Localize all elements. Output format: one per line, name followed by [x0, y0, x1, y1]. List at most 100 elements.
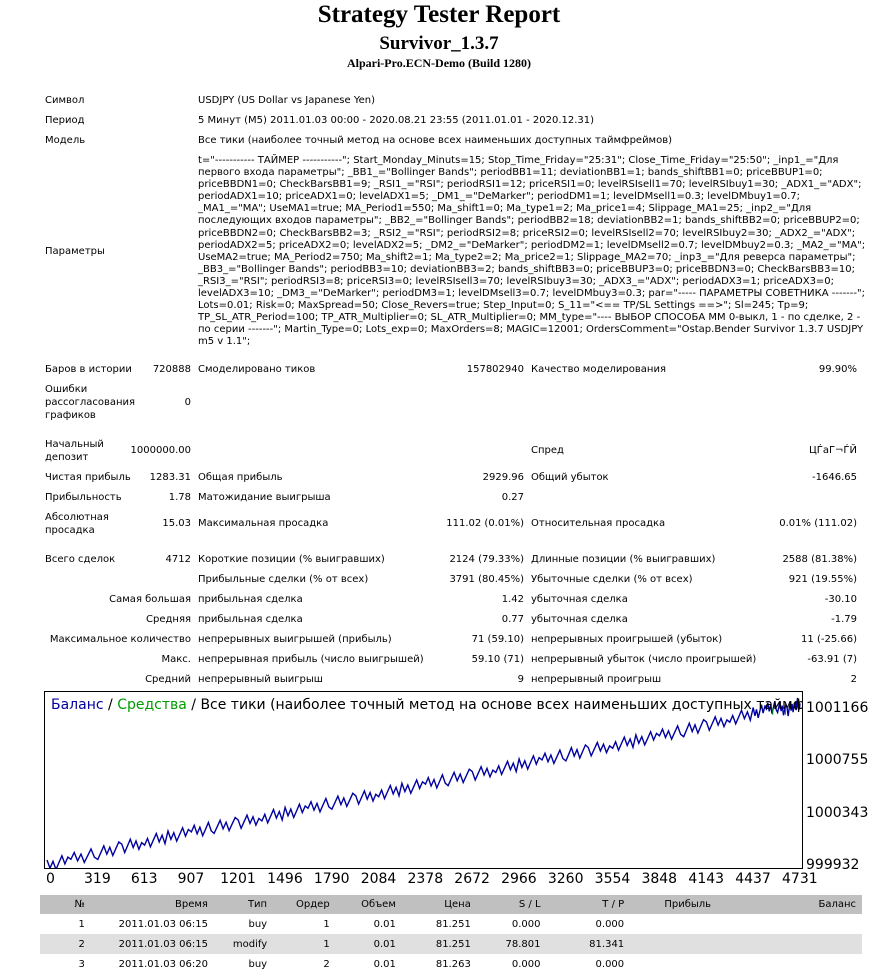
expert-name: Survivor_1.3.7: [379, 33, 499, 54]
table-cell: 0.000: [511, 958, 541, 970]
bars-label: Баров в истории: [45, 364, 132, 375]
table-cell: 0.000: [595, 918, 625, 930]
errors-label-1: Ошибки: [45, 384, 88, 395]
largest-label: Самая большая: [109, 594, 191, 605]
table-row: 2 2011.01.03 06:15 modify 1 0.01 81.251 78.801…: [40, 934, 862, 954]
x-tick-label: 4437: [735, 871, 771, 887]
expected-payoff-value: 0.27: [501, 492, 524, 503]
table-cell: 0.000: [511, 918, 541, 930]
legend-description: / Все тики (наиболее точный метод на осн…: [191, 697, 803, 713]
table-row: 3 2011.01.03 06:20 buy 2 0.01 81.263 0.000 0.00…: [40, 954, 862, 974]
column-header: Тип: [213, 895, 274, 914]
max-cons-loss-label: непрерывный убыток (число проигрышей): [531, 654, 757, 665]
ticks-label: Смоделировано тиков: [198, 364, 316, 375]
x-tick-label: 3848: [641, 871, 678, 887]
column-header: Баланс: [717, 895, 862, 914]
deposit-label-1: Начальный: [45, 439, 104, 450]
table-cell: 1: [78, 918, 85, 930]
table-cell: buy: [248, 958, 268, 970]
table-cell: 0.01: [335, 934, 402, 954]
max-cons-wins-value: 71 (59.10): [471, 634, 524, 645]
table-cell: 0.01: [373, 958, 396, 970]
average-profit-value: 0.77: [501, 614, 524, 625]
column-header: T / P: [546, 895, 631, 914]
average-loss-label: убыточная сделка: [531, 614, 628, 625]
max-label: Макс.: [161, 654, 191, 665]
column-header: Объем: [335, 895, 402, 914]
table-cell: 2: [323, 958, 330, 970]
y-tick-label: 1000755: [806, 752, 869, 769]
y-tick-label: 999932: [806, 857, 860, 873]
table-cell: 3: [78, 958, 85, 970]
column-header: №: [40, 895, 91, 914]
table-cell: 81.263: [435, 958, 471, 970]
loss-trades-label: Убыточные сделки (% от всех): [531, 574, 693, 585]
max-cons-wins-label: непрерывных выигрышей (прибыль): [198, 634, 392, 645]
table-cell: [630, 914, 717, 934]
model-value: Все тики (наиболее точный метод на основ…: [198, 135, 673, 146]
x-tick-label: 1201: [220, 871, 256, 887]
deals-body: 1 2011.01.03 06:15 buy 1 0.01 81.251 0.000 0.00…: [40, 914, 862, 974]
errors-label-3: графиков: [45, 410, 96, 421]
params-value: t="----------- ТАЙМЕР -----------"; Star…: [198, 155, 866, 348]
x-tick-label: 3554: [594, 871, 631, 887]
period-value: 5 Минут (M5) 2011.01.03 00:00 - 2020.08.…: [198, 115, 595, 126]
table-cell: 0.01: [373, 918, 396, 930]
bars-value: 720888: [152, 364, 191, 375]
x-tick-label: 4143: [688, 871, 725, 887]
x-tick-label: 2966: [501, 871, 537, 887]
column-header: Время: [90, 895, 214, 914]
x-tick-label: 1790: [313, 871, 350, 887]
total-trades-label: Всего сделок: [45, 554, 116, 565]
symbol-value: USDJPY (US Dollar vs Japanese Yen): [198, 95, 376, 106]
long-positions-label: Длинные позиции (% выигравших): [531, 554, 716, 565]
table-cell: 78.801: [476, 934, 547, 954]
largest-loss-label: убыточная сделка: [531, 594, 628, 605]
period-label: Период: [45, 115, 85, 126]
x-tick-label: 3260: [547, 871, 584, 887]
table-cell: 0.000: [595, 958, 625, 970]
profit-trades-label: Прибыльные сделки (% от всех): [198, 574, 369, 585]
legend-equity: Средства: [117, 697, 187, 713]
symbol-label: Символ: [45, 95, 85, 106]
max-cons-losses-label: непрерывных проигрышей (убыток): [531, 634, 723, 645]
table-cell: buy: [248, 918, 268, 930]
x-tick-label: 0: [46, 871, 55, 887]
quality-value: 99.90%: [818, 364, 857, 375]
quality-label: Качество моделирования: [531, 364, 666, 375]
table-cell: 81.251: [435, 918, 471, 930]
errors-value: 0: [184, 397, 191, 408]
largest-profit-value: 1.42: [501, 594, 524, 605]
legend-separator: /: [103, 697, 118, 713]
deposit-label-2: депозит: [45, 452, 89, 463]
profit-factor-value: 1.78: [168, 492, 191, 503]
net-profit-value: 1283.31: [149, 472, 191, 483]
max-dd-value: 111.02 (0.01%): [446, 518, 524, 529]
net-profit-label: Чистая прибыль: [45, 472, 131, 483]
abs-dd-label-1: Абсолютная: [45, 512, 109, 523]
y-tick-label: 1001166: [806, 699, 869, 716]
balance-series-line: [46, 697, 801, 868]
max-count-label: Максимальное количество: [49, 634, 191, 645]
abs-dd-label-2: просадка: [45, 525, 95, 536]
average-label: Средняя: [146, 614, 191, 625]
x-tick-label: 2672: [454, 871, 490, 887]
table-cell: 2011.01.03 06:15: [118, 918, 208, 930]
avg-cons-wins-label: непрерывный выигрыш: [198, 674, 323, 685]
x-tick-label: 4731: [782, 871, 818, 887]
largest-loss-value: -30.10: [824, 594, 857, 605]
rel-dd-label: Относительная просадка: [531, 518, 666, 529]
table-cell: 2: [40, 934, 91, 954]
max-cons-profit-label: непрерывная прибыль (число выигрышей): [198, 654, 424, 665]
max-cons-profit-value: 59.10 (71): [471, 654, 524, 665]
largest-profit-label: прибыльная сделка: [198, 594, 303, 605]
profit-factor-label: Прибыльность: [45, 492, 122, 503]
x-tick-label: 2084: [360, 871, 397, 887]
max-cons-loss-value: -63.91 (7): [807, 654, 857, 665]
abs-dd-value: 15.03: [162, 518, 191, 529]
x-tick-label: 2378: [407, 871, 444, 887]
x-tick-label: 907: [177, 871, 205, 887]
max-cons-losses-value: 11 (-25.66): [801, 634, 857, 645]
table-cell: [717, 914, 862, 934]
